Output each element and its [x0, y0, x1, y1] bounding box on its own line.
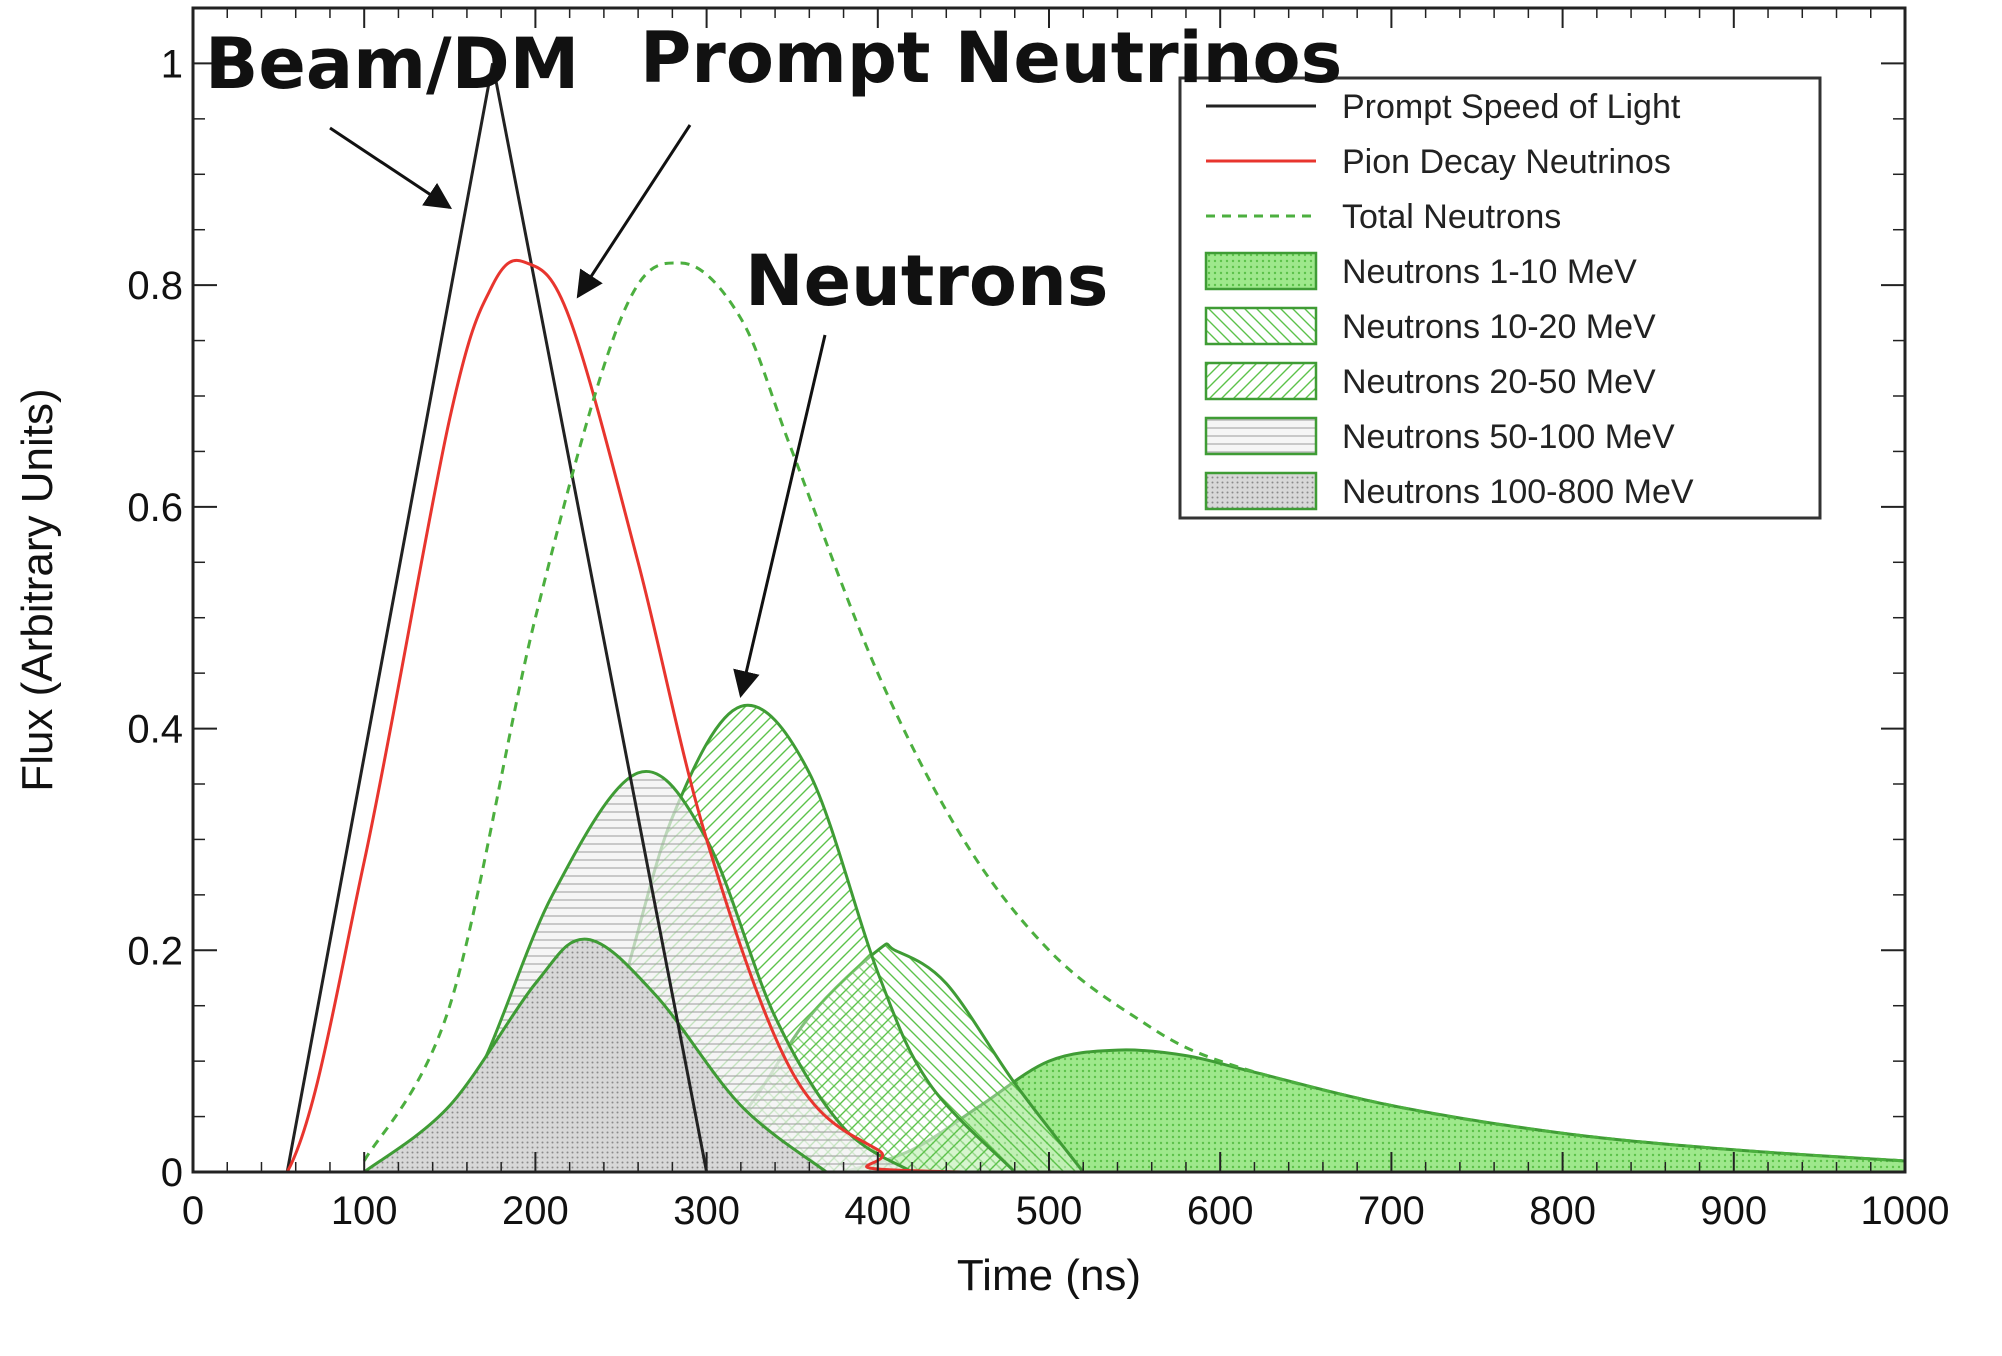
x-tick-label: 100 [331, 1189, 398, 1233]
x-tick-label: 700 [1358, 1189, 1425, 1233]
legend-label: Total Neutrons [1342, 198, 1561, 236]
x-axis-title: Time (ns) [957, 1251, 1141, 1300]
x-tick-label: 1000 [1861, 1189, 1950, 1233]
legend-label: Neutrons 20-50 MeV [1342, 363, 1656, 401]
x-tick-label: 300 [673, 1189, 740, 1233]
annotation-label: Neutrons [745, 240, 1108, 322]
y-tick-label: 0.6 [127, 486, 183, 530]
axes: 0 100 200 300 400 500 600 700 800 900 1000 0 0.2 0.4 0… [13, 6, 1950, 1300]
y-tick-label: 0.2 [127, 929, 183, 973]
area-neutrons-1-10-mev [843, 1049, 1905, 1172]
legend-label: Neutrons 100-800 MeV [1342, 473, 1694, 511]
annotation-arrow [329, 126, 453, 210]
line-total-neutrons [362, 261, 1906, 1163]
x-tick-label: 500 [1016, 1189, 1083, 1233]
y-tick-label: 0.4 [127, 708, 183, 752]
legend-swatch [1204, 251, 1318, 291]
y-tick-label: 0 [161, 1151, 183, 1195]
y-tick-label: 0.8 [127, 264, 183, 308]
legend-label: Neutrons 50-100 MeV [1342, 418, 1675, 456]
annotation-label: Prompt Neutrinos [640, 17, 1342, 99]
legend-swatch [1204, 361, 1318, 401]
x-tick-label: 900 [1700, 1189, 1767, 1233]
y-tick-label: 1 [161, 42, 183, 86]
x-tick-label: 600 [1187, 1189, 1254, 1233]
outline-neutrons-100-800-mev [363, 937, 828, 1174]
legend-swatch [1204, 306, 1318, 346]
legend: Prompt Speed of Light Pion Decay Neutrino… [1178, 76, 1822, 520]
y-axis-title: Flux (Arbitrary Units) [13, 388, 62, 791]
x-tick-label: 800 [1529, 1189, 1596, 1233]
annotation-label: Beam/DM [205, 23, 579, 105]
legend-label: Neutrons 1-10 MeV [1342, 253, 1637, 291]
legend-label: Neutrons 10-20 MeV [1342, 308, 1656, 346]
legend-label: Pion Decay Neutrinos [1342, 143, 1671, 181]
annotation-arrow [733, 334, 827, 698]
legend-swatch [1204, 471, 1318, 511]
annotations: Beam/DM Prompt Neutrinos Neutrons [205, 17, 1342, 698]
plot-area [192, 63, 1906, 1174]
legend-swatch [1204, 416, 1318, 456]
x-tick-label: 400 [844, 1189, 911, 1233]
x-tick-label: 0 [182, 1189, 204, 1233]
annotation-arrow [576, 124, 692, 299]
legend-label: Prompt Speed of Light [1342, 88, 1681, 126]
area-neutrons-100-800-mev [364, 939, 827, 1172]
x-tick-label: 200 [502, 1189, 569, 1233]
